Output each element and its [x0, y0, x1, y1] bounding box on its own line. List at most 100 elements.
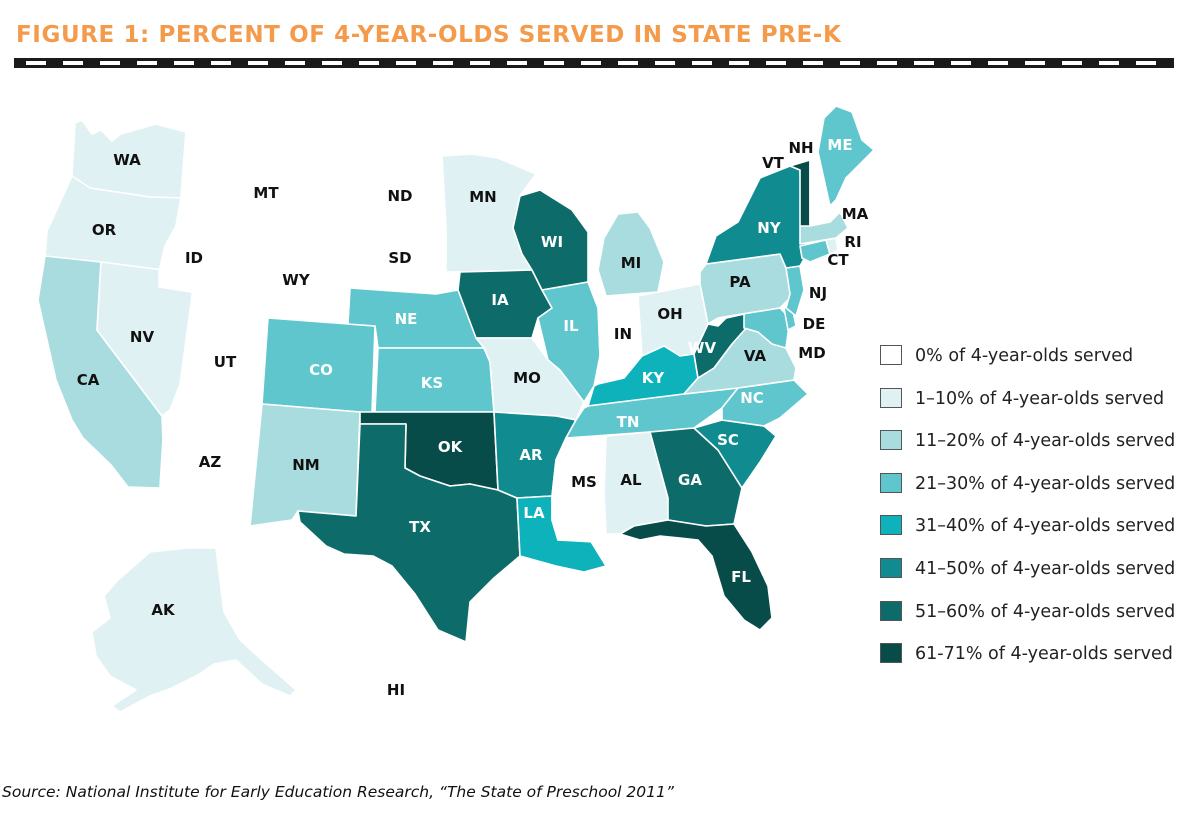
state-label-NJ: NJ	[809, 284, 827, 302]
source-note: Source: National Institute for Early Edu…	[2, 783, 674, 801]
state-label-LA: LA	[523, 504, 545, 522]
state-TX	[297, 423, 521, 643]
state-label-ND: ND	[387, 187, 412, 205]
title-rule-dash	[433, 61, 453, 65]
state-label-CO: CO	[309, 361, 333, 379]
hawaii-island-kauai	[275, 593, 289, 605]
title-rule-dash	[581, 61, 601, 65]
title-rule-dash	[285, 61, 305, 65]
state-label-NC: NC	[740, 389, 764, 407]
title-rule-dash	[100, 61, 120, 65]
state-AK	[91, 547, 297, 713]
title-rule-dash	[729, 61, 749, 65]
state-label-NH: NH	[788, 139, 813, 157]
state-label-TN: TN	[617, 413, 640, 431]
title-rule-dash	[766, 61, 786, 65]
state-label-HI: HI	[387, 681, 405, 699]
legend-label-c4: 31–40% of 4-year-olds served	[915, 516, 1176, 537]
title-rule-dash	[26, 61, 46, 65]
state-label-AR: AR	[519, 446, 543, 464]
state-label-TX: TX	[409, 518, 431, 536]
state-label-VA: VA	[744, 347, 767, 365]
state-label-MT: MT	[253, 184, 279, 202]
hawaii-island-molokai	[335, 613, 353, 623]
title-rule-dash	[803, 61, 823, 65]
legend-swatch-c3	[880, 472, 902, 493]
hawaii-island-oahu	[305, 603, 321, 615]
legend-swatch-c0	[880, 345, 902, 365]
title-rule-dash	[396, 61, 416, 65]
title-rule-dash	[618, 61, 638, 65]
legend-swatch-c1	[880, 387, 902, 408]
title-rule-dash	[951, 61, 971, 65]
state-HI	[369, 643, 411, 681]
state-WY	[239, 221, 351, 325]
state-IL	[537, 281, 601, 403]
title-rule-dash	[1025, 61, 1045, 65]
state-label-CA: CA	[77, 371, 100, 389]
state-label-KS: KS	[421, 374, 443, 392]
legend-item-c0: 0% of 4-year-olds served	[880, 345, 1180, 367]
hawaii-island-maui	[355, 623, 373, 635]
figure-title: FIGURE 1: PERCENT OF 4-YEAR-OLDS SERVED …	[16, 22, 842, 48]
state-FL	[619, 519, 773, 631]
state-label-VT: VT	[762, 154, 785, 172]
state-label-AZ: AZ	[199, 453, 222, 471]
legend-label-c6: 51–60% of 4-year-olds served	[915, 601, 1176, 622]
state-label-AK: AK	[151, 601, 176, 619]
title-rule-dash	[1062, 61, 1082, 65]
state-NY	[705, 165, 809, 269]
state-label-IN: IN	[614, 325, 632, 343]
legend-swatch-c6	[880, 600, 902, 621]
state-VT	[789, 159, 811, 227]
title-rule	[14, 58, 1174, 68]
title-rule-dash	[248, 61, 268, 65]
state-label-WA: WA	[113, 151, 141, 169]
legend-label-c5: 41–50% of 4-year-olds served	[915, 559, 1176, 579]
title-rule-dash	[1136, 61, 1156, 65]
state-label-GA: GA	[678, 471, 702, 489]
state-label-OH: OH	[657, 305, 682, 323]
legend-item-c1: 1–10% of 4-year-olds served	[880, 387, 1180, 410]
state-ME	[817, 105, 875, 207]
legend-item-c4: 31–40% of 4-year-olds served	[880, 515, 1180, 537]
title-rule-dash	[840, 61, 860, 65]
state-label-WY: WY	[282, 271, 311, 289]
legend-item-c5: 41–50% of 4-year-olds served	[880, 558, 1180, 580]
state-label-UT: UT	[214, 353, 237, 371]
state-label-SC: SC	[717, 431, 739, 449]
state-label-MD: MD	[798, 344, 825, 362]
legend-label-c2: 11–20% of 4-year-olds served	[915, 431, 1176, 452]
title-rule-dash	[470, 61, 490, 65]
title-rule-dash	[507, 61, 527, 65]
state-label-IA: IA	[491, 291, 509, 309]
title-rule-dash	[137, 61, 157, 65]
title-rule-dash	[174, 61, 194, 65]
legend-label-c1: 1–10% of 4-year-olds served	[915, 388, 1165, 409]
title-rule-dash	[914, 61, 934, 65]
title-rule-dash	[63, 61, 83, 65]
legend-label-c0: 0% of 4-year-olds served	[915, 346, 1134, 366]
state-label-WV: WV	[688, 339, 717, 357]
state-label-ID: ID	[185, 249, 203, 267]
state-label-OK: OK	[438, 438, 464, 456]
legend-swatch-c7	[880, 643, 902, 664]
title-rule-dash	[692, 61, 712, 65]
state-label-MO: MO	[513, 369, 541, 387]
state-NH	[809, 151, 831, 227]
state-label-FL: FL	[731, 568, 751, 586]
state-label-MI: MI	[621, 254, 642, 272]
legend-item-c3: 21–30% of 4-year-olds served	[880, 472, 1180, 495]
title-rule-dash	[1099, 61, 1119, 65]
legend-label-c3: 21–30% of 4-year-olds served	[915, 473, 1176, 494]
state-label-DE: DE	[803, 315, 826, 333]
legend-label-c7: 61-71% of 4-year-olds served	[915, 644, 1173, 665]
state-label-KY: KY	[642, 369, 666, 387]
state-label-NM: NM	[292, 456, 319, 474]
title-rule-dash	[211, 61, 231, 65]
state-label-PA: PA	[729, 273, 751, 291]
legend-item-c2: 11–20% of 4-year-olds served	[880, 430, 1180, 452]
state-label-AL: AL	[620, 471, 642, 489]
state-label-NV: NV	[130, 328, 155, 346]
